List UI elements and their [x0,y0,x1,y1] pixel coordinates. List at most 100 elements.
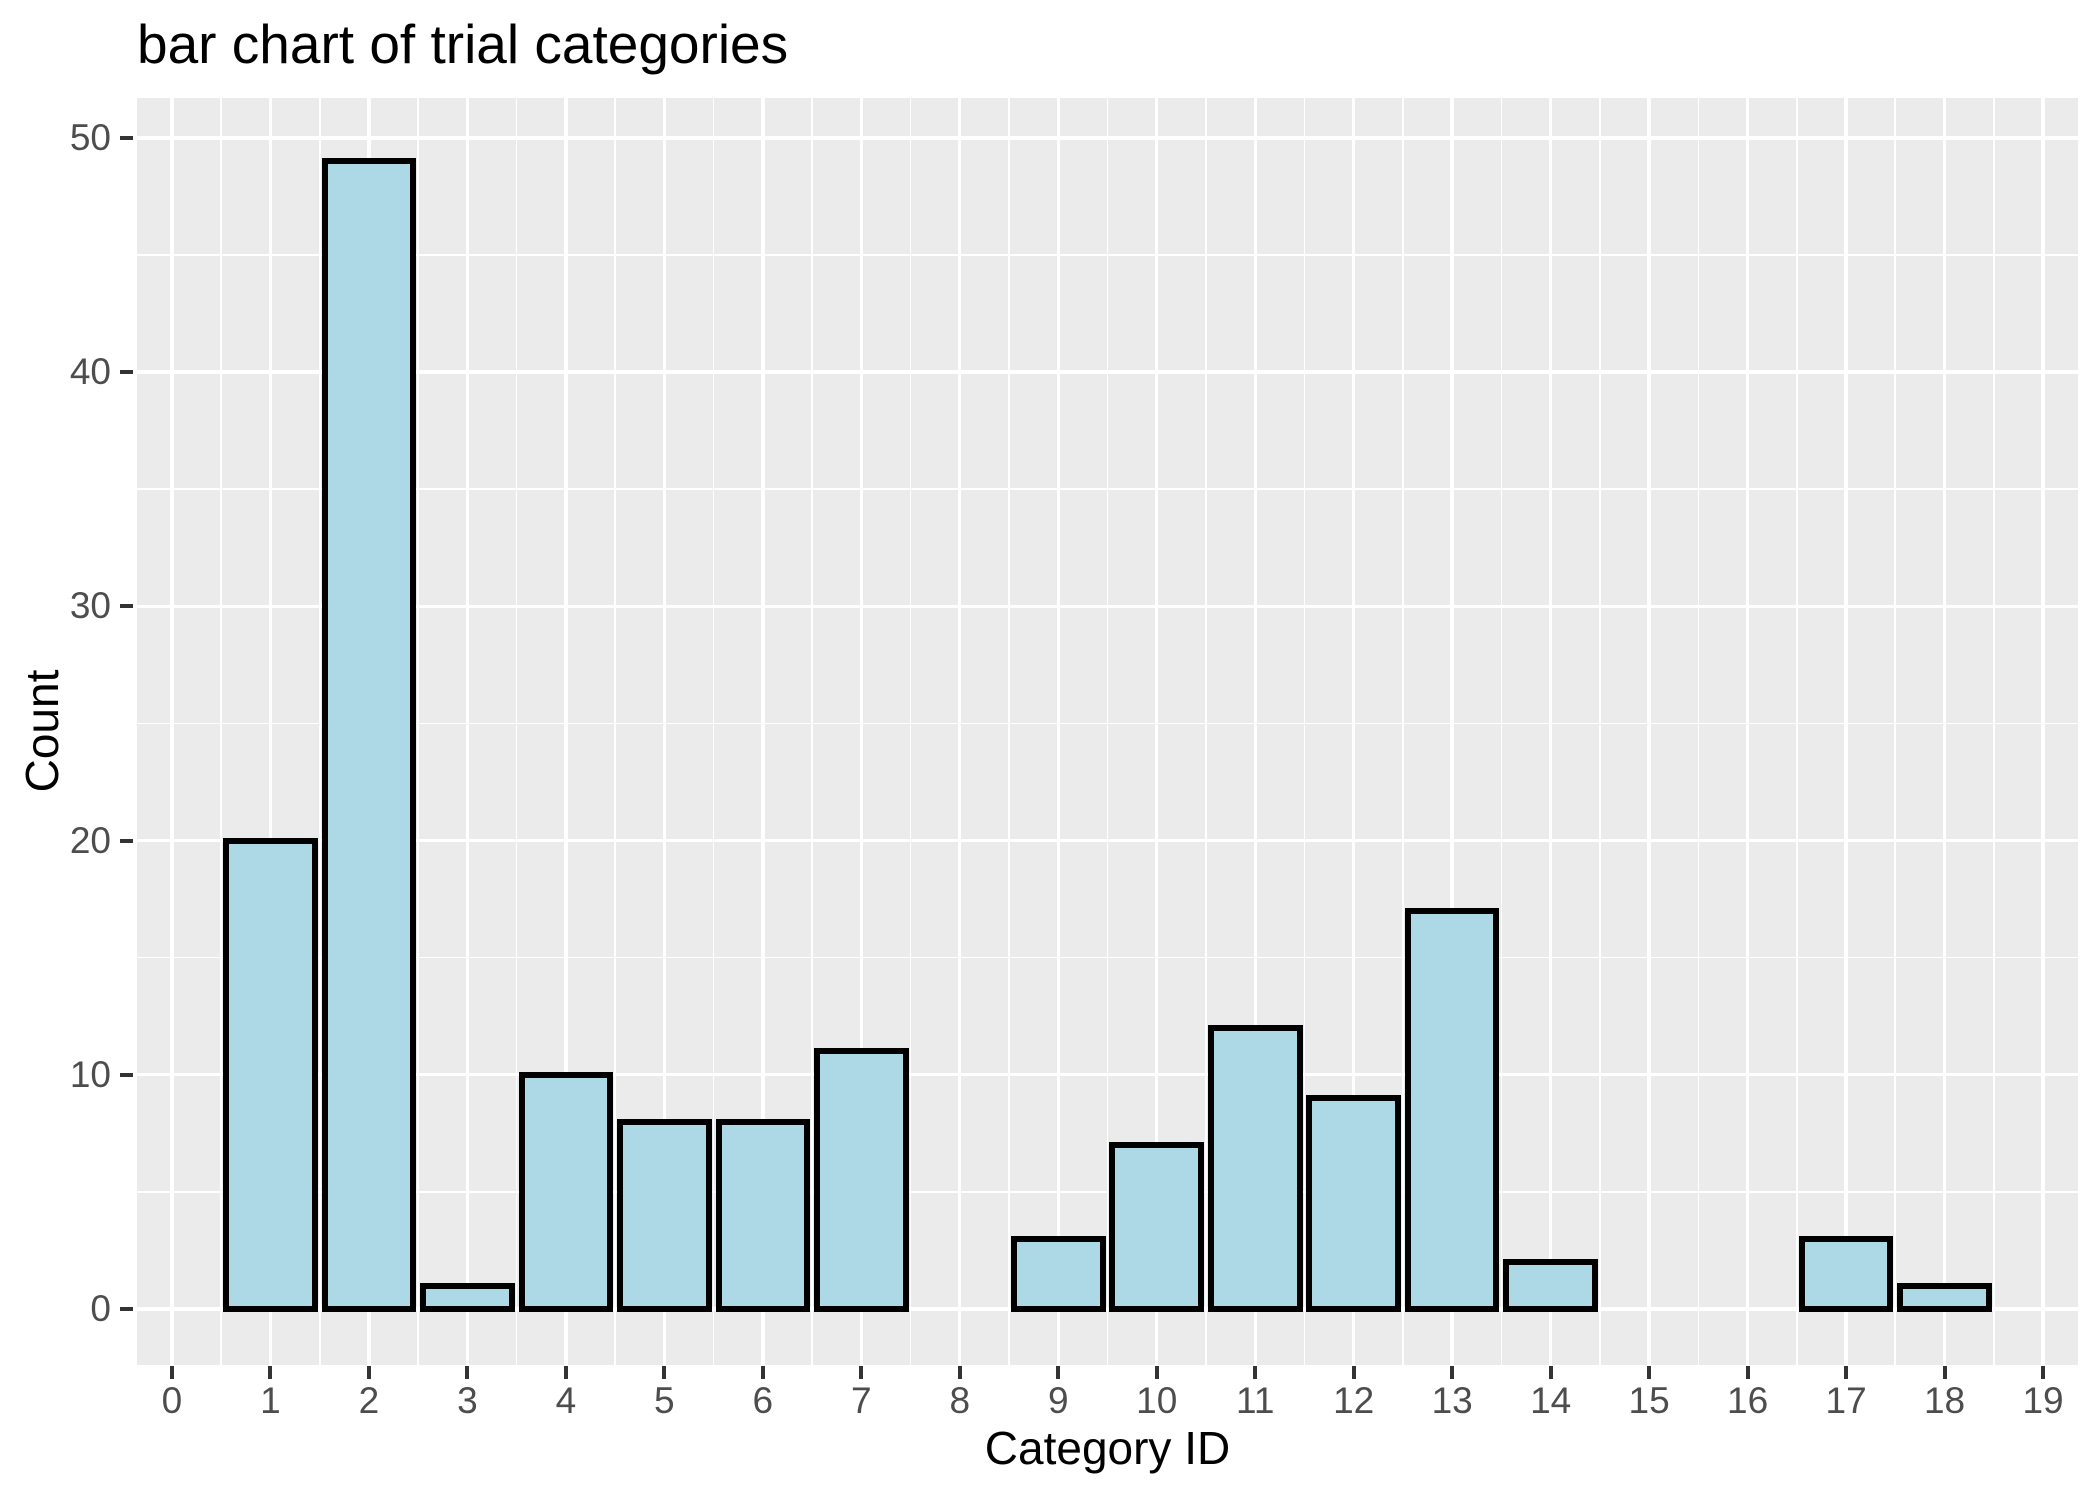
y-tick-label: 40 [69,351,111,393]
bar [1404,907,1500,1312]
y-axis-tick [120,370,133,375]
y-axis-tick [120,604,133,609]
bar [223,837,318,1312]
gridline-minor-vertical [417,98,419,1365]
x-axis-tick [859,1366,864,1379]
gridline-major-horizontal [137,136,2078,140]
x-axis-tick [1154,1366,1159,1379]
gridline-major-vertical [1253,98,1257,1365]
y-axis-tick [120,1307,133,1312]
x-tick-label: 13 [1431,1380,1473,1421]
y-axis-tick [120,135,133,140]
gridline-major-vertical [1647,98,1651,1365]
gridline-major-vertical [1745,98,1750,1365]
gridline-major-vertical [465,98,470,1365]
x-tick-label: 2 [358,1380,380,1421]
y-tick-label: 20 [69,819,111,861]
x-tick-label: 12 [1333,1380,1375,1421]
x-axis-tick [366,1366,371,1379]
gridline-minor-vertical [515,98,518,1365]
gridline-minor-vertical [1894,98,1897,1365]
gridline-major-vertical [1548,98,1553,1365]
gridline-minor-vertical [811,98,813,1365]
bar [518,1071,614,1312]
gridline-minor-vertical [318,98,321,1365]
gridline-minor-vertical [1795,98,1798,1365]
x-axis-tick [1942,1366,1947,1379]
bar [1897,1282,1992,1312]
x-tick-label: 17 [1825,1380,1867,1421]
y-tick-label: 0 [90,1288,111,1330]
bar [1207,1024,1303,1312]
x-tick-label: 5 [654,1380,675,1421]
bar [1109,1142,1205,1312]
y-axis-tick [120,838,133,843]
gridline-major-vertical [761,98,765,1365]
bar [1798,1235,1894,1312]
y-tick-label: 10 [69,1053,111,1095]
x-tick-label: 15 [1628,1380,1670,1421]
x-axis-tick [268,1366,273,1379]
gridline-major-vertical [859,98,863,1365]
gridline-minor-vertical [909,98,912,1365]
gridline-major-vertical [564,98,568,1365]
bar [715,1118,811,1313]
x-axis-tick [1056,1366,1061,1379]
gridline-minor-vertical [220,98,223,1365]
x-tick-label: 7 [851,1380,872,1421]
x-tick-label: 19 [2022,1380,2064,1421]
x-axis-tick [1844,1366,1849,1379]
x-tick-label: 11 [1235,1380,1275,1421]
gridline-minor-vertical [1008,98,1010,1365]
x-axis-tick [662,1366,667,1379]
gridline-major-vertical [958,98,962,1365]
gridline-major-vertical [1056,98,1060,1365]
x-tick-label: 3 [457,1380,478,1421]
gridline-minor-vertical [1599,98,1601,1365]
x-axis-tick [1450,1366,1455,1379]
y-tick-label: 50 [69,116,111,158]
gridline-major-vertical [1155,98,1159,1365]
x-axis-tick [169,1366,174,1379]
gridline-major-vertical [1351,98,1356,1365]
x-axis-tick [1745,1366,1750,1379]
gridline-minor-vertical [1106,98,1109,1365]
x-tick-label: 8 [949,1380,971,1421]
x-axis-tick [1548,1366,1553,1379]
gridline-minor-vertical [1402,98,1404,1365]
plot-title: bar chart of trial categories [137,13,789,75]
gridline-major-vertical [1942,98,1947,1365]
x-tick-label: 9 [1047,1380,1069,1421]
gridline-minor-vertical [712,98,715,1365]
gridline-major-vertical [170,98,174,1365]
x-tick-label: 1 [260,1380,281,1421]
gridline-major-horizontal [137,1307,2078,1311]
x-tick-label: 0 [161,1380,183,1421]
x-tick-label: 4 [555,1380,577,1421]
gridline-minor-vertical [1697,98,1700,1365]
x-axis-tick [1647,1366,1652,1379]
x-axis-tick [2041,1366,2046,1379]
gridline-minor-vertical [1303,98,1306,1365]
x-tick-label: 14 [1530,1380,1572,1421]
bar [420,1282,515,1312]
gridline-major-horizontal [137,370,2078,374]
bar [1503,1259,1598,1312]
x-tick-label: 10 [1136,1380,1178,1421]
x-axis-tick [957,1366,962,1379]
bar [1010,1235,1106,1312]
x-axis-tick [1351,1366,1356,1379]
x-axis-tick [760,1366,765,1379]
bar [1306,1095,1401,1312]
gridline-minor-vertical [614,98,616,1365]
bar [321,158,417,1312]
gridline-major-horizontal [137,838,2078,843]
x-axis-title: Category ID [984,1422,1231,1474]
gridline-major-horizontal [137,604,2078,608]
gridline-minor-vertical [1205,98,1207,1365]
gridline-major-vertical [1450,98,1454,1365]
y-axis-title: Count [16,669,68,793]
x-axis-tick [465,1366,470,1379]
bar [813,1048,909,1312]
